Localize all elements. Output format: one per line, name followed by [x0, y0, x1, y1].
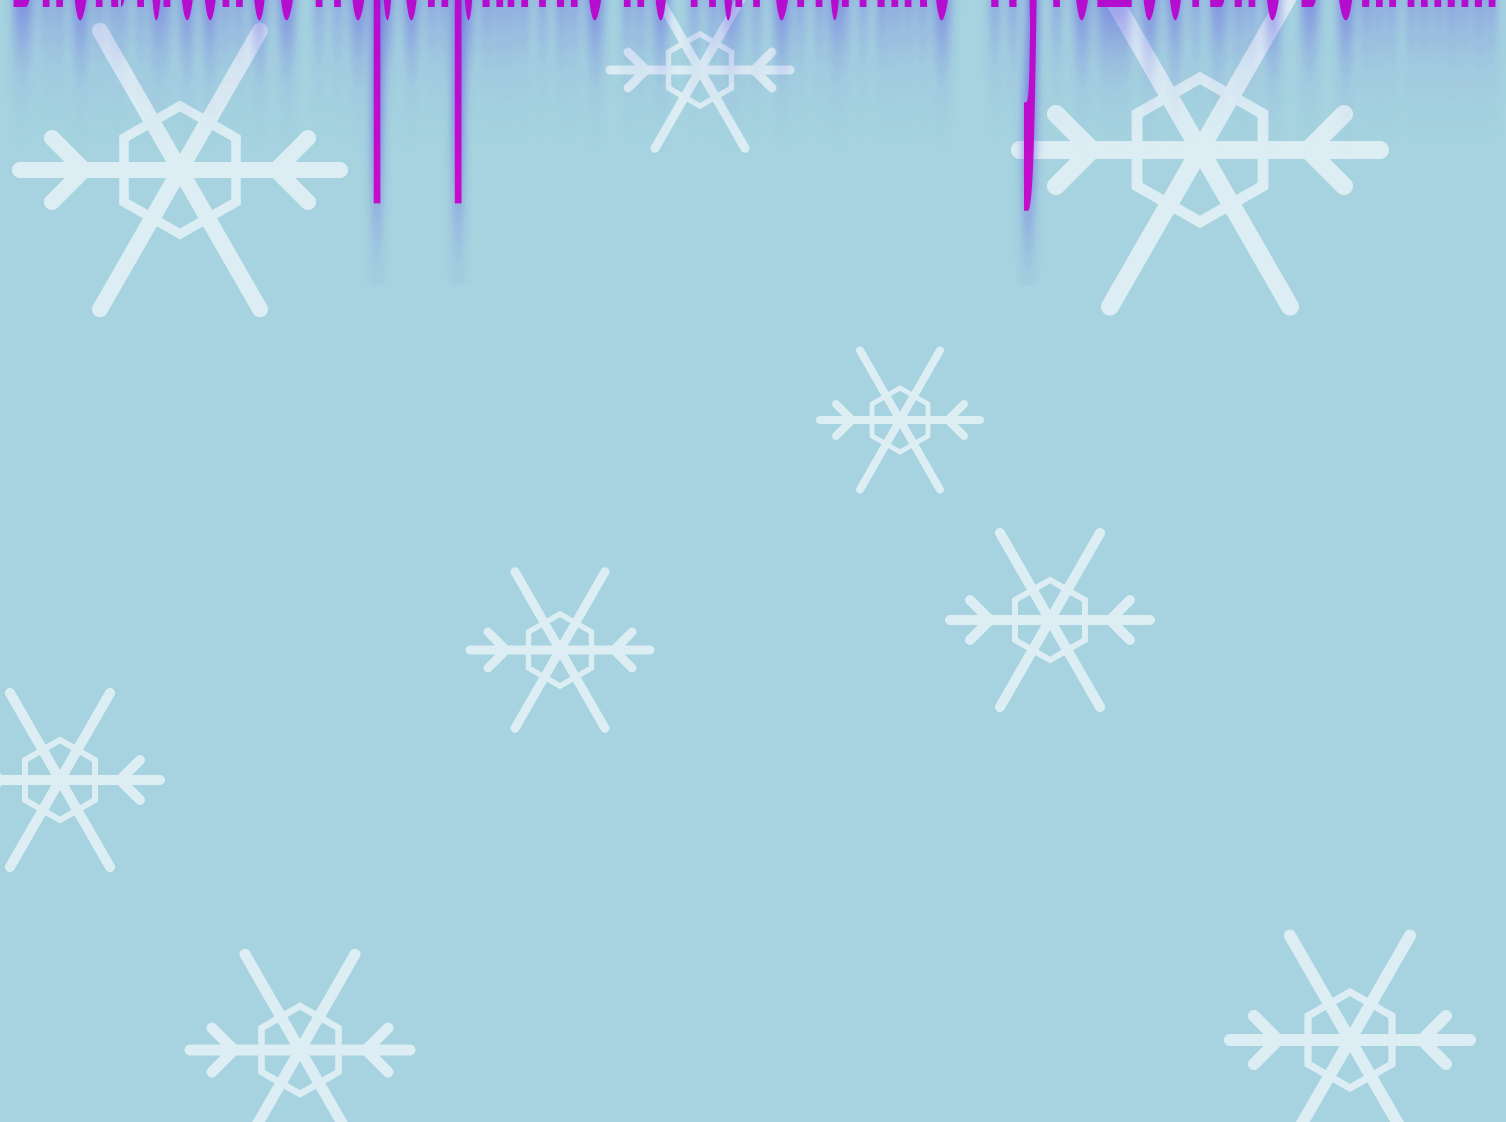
slide-title: Внеклассное мероприятие по математике "П… — [10, 0, 1506, 230]
